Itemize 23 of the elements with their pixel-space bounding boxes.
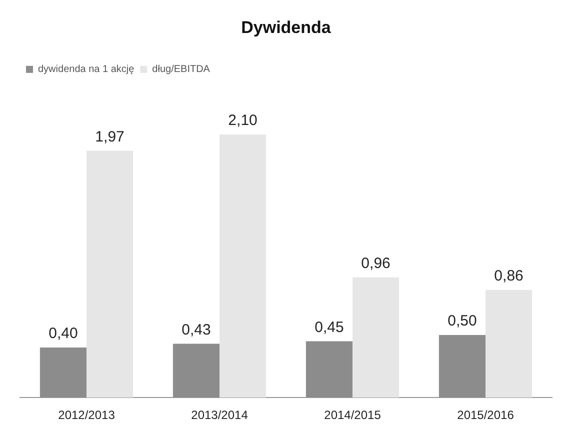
bar bbox=[352, 277, 400, 398]
data-label: 0,86 bbox=[494, 268, 524, 284]
data-label: 1,97 bbox=[95, 128, 124, 146]
data-label: 0,43 bbox=[182, 321, 211, 338]
chart-title: Dywidenda bbox=[241, 18, 332, 37]
data-label: 0,96 bbox=[361, 254, 390, 272]
data-label: 0,45 bbox=[314, 318, 344, 336]
bar bbox=[86, 150, 134, 398]
data-label: 0,40 bbox=[48, 325, 78, 342]
x-tick-label: 2015/2016 bbox=[457, 408, 514, 422]
bar bbox=[306, 341, 352, 398]
bar bbox=[486, 290, 532, 398]
data-label: 2,10 bbox=[228, 112, 258, 130]
legend-label: dług/EBITDA bbox=[152, 64, 210, 76]
x-tick-label: 2013/2014 bbox=[191, 408, 248, 422]
bar bbox=[172, 344, 220, 398]
data-label: 0,50 bbox=[448, 312, 477, 330]
bar bbox=[40, 347, 86, 398]
bar bbox=[438, 334, 486, 398]
bar bbox=[220, 134, 266, 398]
x-tick-label: 2012/2013 bbox=[58, 408, 116, 422]
x-tick-label: 2014/2015 bbox=[324, 408, 382, 422]
legend-label: dywidenda na 1 akcję bbox=[38, 64, 135, 76]
